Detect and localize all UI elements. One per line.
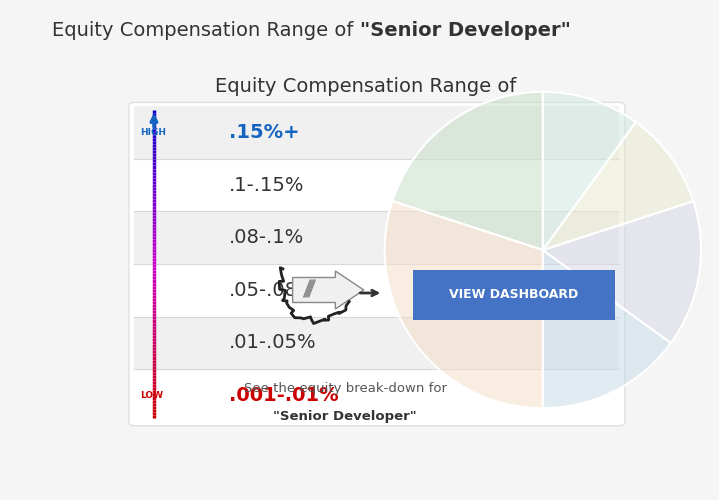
- Text: .15%+: .15%+: [229, 123, 300, 142]
- Wedge shape: [543, 92, 636, 250]
- FancyBboxPatch shape: [403, 268, 625, 322]
- Text: .01-.05%: .01-.05%: [229, 334, 317, 352]
- Text: "Senior Developer": "Senior Developer": [360, 22, 570, 40]
- Text: Equity Compensation Range of "Senior Developer": Equity Compensation Range of "Senior Dev…: [122, 78, 615, 96]
- Wedge shape: [385, 201, 543, 408]
- Wedge shape: [543, 122, 693, 250]
- Text: "Senior Developer": "Senior Developer": [273, 410, 417, 422]
- Bar: [134, 370, 619, 422]
- Bar: [134, 212, 619, 264]
- FancyBboxPatch shape: [129, 102, 625, 426]
- Text: See the equity break-down for: See the equity break-down for: [244, 382, 446, 395]
- Text: Equity Compensation Range of: Equity Compensation Range of: [215, 78, 522, 96]
- Wedge shape: [543, 250, 671, 408]
- Text: .1-.15%: .1-.15%: [229, 176, 305, 195]
- Bar: [134, 264, 619, 316]
- Wedge shape: [543, 201, 701, 343]
- Wedge shape: [393, 92, 543, 250]
- Text: .05-.08%: .05-.08%: [229, 281, 317, 300]
- Bar: [134, 316, 619, 370]
- Text: HIGH: HIGH: [140, 128, 166, 137]
- Text: VIEW DASHBOARD: VIEW DASHBOARD: [449, 288, 579, 302]
- Bar: [134, 159, 619, 212]
- FancyArrow shape: [293, 271, 364, 309]
- Text: Equity Compensation Range of: Equity Compensation Range of: [52, 22, 359, 40]
- Bar: [134, 106, 619, 159]
- Text: .001-.01%: .001-.01%: [229, 386, 339, 405]
- Text: LOW: LOW: [140, 391, 163, 400]
- Text: .08-.1%: .08-.1%: [229, 228, 304, 247]
